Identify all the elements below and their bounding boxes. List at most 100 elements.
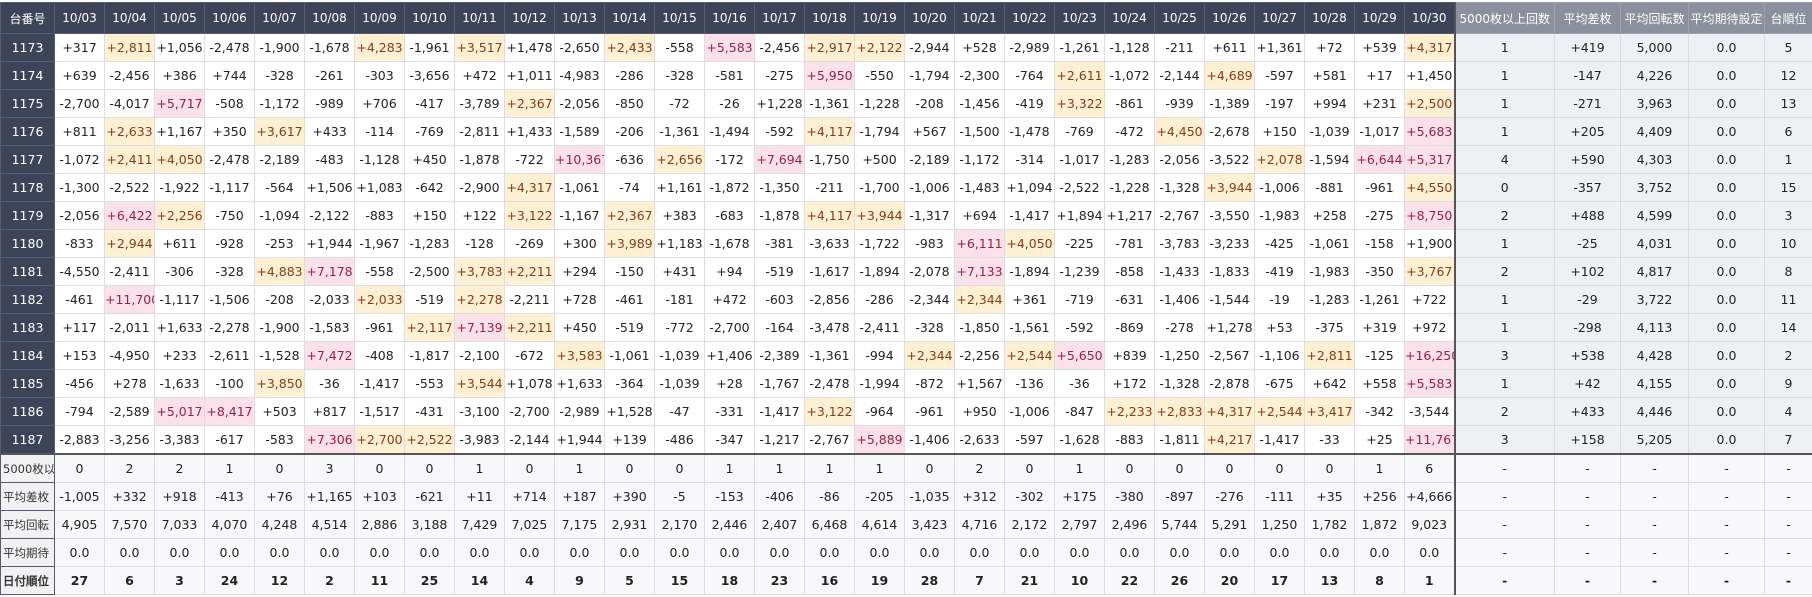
diff-cell: -2,700 — [54, 89, 105, 118]
summary-cell: 0.0 — [1104, 538, 1155, 567]
diff-cell: +4,050 — [154, 145, 205, 174]
diff-cell: -1,017 — [1354, 117, 1405, 146]
diff-cell: +2,811 — [104, 33, 155, 62]
stat-cell: 3 — [1454, 425, 1555, 455]
summary-cell: 7 — [954, 566, 1005, 595]
diff-cell: -1,117 — [154, 285, 205, 314]
summary-cell: -302 — [1004, 482, 1055, 511]
stat-cell: 3 — [1454, 341, 1555, 370]
date-header: 10/10 — [404, 2, 455, 34]
summary-cell: 1 — [804, 453, 855, 483]
diff-cell: -1,967 — [354, 229, 405, 258]
summary-cell: 1 — [204, 453, 255, 483]
summary-cell: 6 — [1404, 453, 1456, 483]
summary-cell: 15 — [654, 566, 705, 595]
diff-cell: -1,283 — [1104, 145, 1155, 174]
summary-cell: 0.0 — [654, 538, 705, 567]
stat-cell: 6 — [1764, 117, 1812, 146]
diff-cell: -769 — [1054, 117, 1105, 146]
diff-cell: +3,767 — [1404, 257, 1456, 286]
diff-cell: +839 — [1104, 341, 1155, 370]
diff-cell: -19 — [1254, 285, 1305, 314]
diff-cell: -2,478 — [204, 145, 255, 174]
diff-cell: -3,550 — [1204, 201, 1255, 230]
diff-cell: -558 — [654, 33, 705, 62]
diff-cell: -847 — [1054, 397, 1105, 426]
diff-cell: -211 — [1154, 33, 1205, 62]
diff-cell: +319 — [1354, 313, 1405, 342]
date-header: 10/30 — [1404, 2, 1456, 34]
diff-cell: -550 — [854, 61, 905, 90]
summary-cell: - — [1764, 510, 1812, 539]
diff-cell: -3,983 — [454, 425, 505, 455]
diff-cell: +722 — [1404, 285, 1456, 314]
summary-cell: 1 — [754, 453, 805, 483]
diff-cell: +4,117 — [804, 117, 855, 146]
diff-cell: -208 — [254, 285, 305, 314]
diff-cell: +1,078 — [504, 369, 555, 398]
diff-cell: -1,350 — [754, 173, 805, 202]
diff-cell: -861 — [1104, 89, 1155, 118]
diff-cell: +2,611 — [1054, 61, 1105, 90]
diff-cell: -592 — [1054, 313, 1105, 342]
diff-cell: +94 — [704, 257, 755, 286]
diff-cell: -1,417 — [1254, 425, 1305, 455]
diff-cell: -583 — [254, 425, 305, 455]
diff-cell: -2,767 — [804, 425, 855, 455]
diff-cell: +2,522 — [404, 425, 455, 455]
stat-cell: +433 — [1554, 397, 1621, 426]
diff-cell: -275 — [754, 61, 805, 90]
diff-cell: -1,922 — [154, 173, 205, 202]
diff-cell: -261 — [304, 61, 355, 90]
date-header: 10/25 — [1154, 2, 1205, 34]
diff-cell: +1,083 — [354, 173, 405, 202]
diff-cell: +5,317 — [1404, 145, 1456, 174]
summary-cell: 0 — [1004, 453, 1055, 483]
diff-cell: -150 — [604, 257, 655, 286]
machine-row: 1183 +117 -2,011 +1,633 -2,278 -1,900 -1,583 -9… — [0, 313, 1812, 342]
date-header: 10/13 — [554, 2, 605, 34]
diff-cell: -597 — [1254, 61, 1305, 90]
diff-cell: +2,433 — [604, 33, 655, 62]
summary-label: 日付順位 — [0, 566, 55, 595]
summary-cell: 0.0 — [1404, 538, 1456, 567]
machine-row: 1174 +639 -2,456 +386 +744 -328 -261 -303 -3,656… — [0, 61, 1812, 90]
summary-cell: 0.0 — [354, 538, 405, 567]
diff-cell: +5,950 — [804, 61, 855, 90]
summary-cell: -5 — [654, 482, 705, 511]
summary-row: 平均回転 4,905 7,570 7,033 4,070 4,248 4,514 2,886 3… — [0, 510, 1812, 539]
diff-cell: -1,039 — [654, 369, 705, 398]
date-header: 10/07 — [254, 2, 305, 34]
summary-cell: 7,429 — [454, 510, 505, 539]
stat-cell: 1 — [1764, 145, 1812, 174]
stat-cell: 0.0 — [1688, 145, 1765, 174]
summary-cell: 0 — [654, 453, 705, 483]
diff-cell: -275 — [1354, 201, 1405, 230]
diff-cell: +2,278 — [454, 285, 505, 314]
diff-cell: +3,322 — [1054, 89, 1105, 118]
diff-cell: +2,256 — [154, 201, 205, 230]
diff-cell: -36 — [1054, 369, 1105, 398]
diff-cell: +1,094 — [1004, 173, 1055, 202]
diff-cell: -286 — [854, 285, 905, 314]
diff-cell: -2,456 — [754, 33, 805, 62]
diff-cell: -1,228 — [1104, 173, 1155, 202]
diff-cell: -989 — [304, 89, 355, 118]
diff-cell: -2,078 — [904, 257, 955, 286]
summary-cell: 20 — [1204, 566, 1255, 595]
stat-cell: 1 — [1454, 33, 1555, 62]
diff-cell: -1,583 — [304, 313, 355, 342]
diff-cell: -1,878 — [754, 201, 805, 230]
diff-cell: +1,056 — [154, 33, 205, 62]
diff-cell: +7,178 — [304, 257, 355, 286]
diff-cell: -2,700 — [504, 397, 555, 426]
diff-cell: -1,239 — [1054, 257, 1105, 286]
summary-cell: 1,250 — [1254, 510, 1305, 539]
diff-cell: -3,544 — [1404, 397, 1456, 426]
diff-cell: +1,944 — [554, 425, 605, 455]
diff-cell: -1,417 — [1004, 201, 1055, 230]
summary-cell: 3,423 — [904, 510, 955, 539]
stat-cell: 12 — [1764, 61, 1812, 90]
diff-cell: -881 — [1304, 173, 1355, 202]
diff-cell: -1,261 — [1054, 33, 1105, 62]
